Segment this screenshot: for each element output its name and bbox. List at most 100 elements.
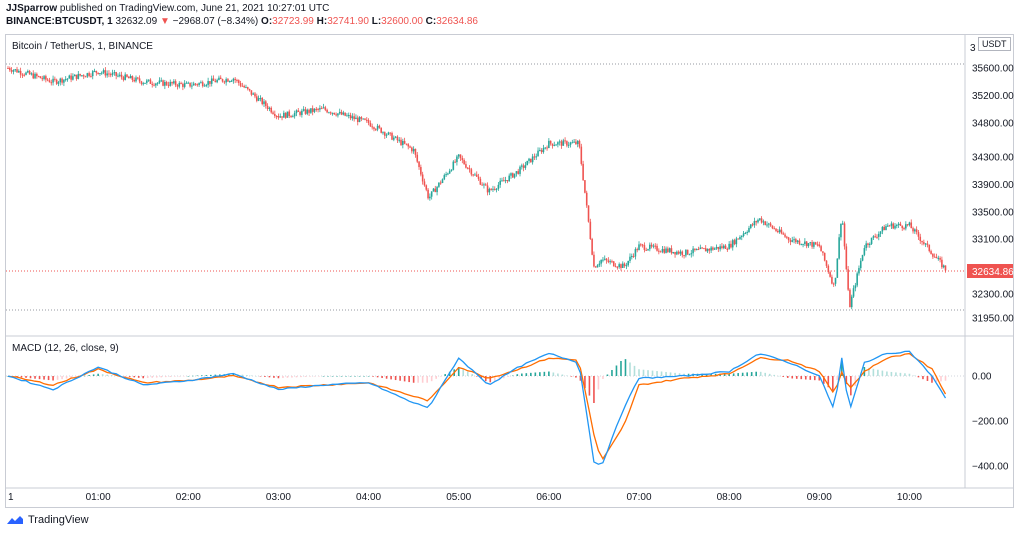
macd-histogram-bar — [570, 376, 573, 377]
candle-body — [768, 223, 770, 225]
candle-body — [290, 115, 292, 117]
candle-body — [472, 174, 474, 176]
candle-body — [813, 242, 815, 247]
candle-body — [466, 167, 469, 169]
candle-body — [64, 79, 67, 81]
candle-body — [676, 251, 678, 255]
candle-body — [191, 85, 193, 87]
candle-body — [367, 120, 370, 123]
candle-body — [939, 257, 941, 260]
macd-histogram-bar — [349, 376, 352, 377]
candle-body — [216, 79, 218, 83]
candle-body — [457, 154, 460, 157]
candle-body — [923, 242, 925, 244]
macd-histogram-bar — [435, 376, 437, 379]
candle-body — [883, 226, 885, 231]
macd-histogram-bar — [584, 376, 586, 389]
candle-body — [832, 283, 835, 285]
candle-body — [600, 259, 602, 264]
candle-body — [156, 82, 159, 84]
candle-body — [171, 81, 173, 84]
macd-histogram-bar — [228, 373, 230, 376]
macd-histogram-bar — [611, 370, 613, 376]
candle-body — [710, 247, 712, 251]
candle-body — [295, 110, 298, 114]
candle-body — [57, 82, 60, 84]
macd-histogram-bar — [836, 376, 839, 381]
currency-badge[interactable]: USDT — [978, 37, 1011, 51]
candle-body — [935, 256, 938, 259]
candle-body — [243, 86, 245, 88]
candle-body — [176, 85, 179, 87]
candle-body — [796, 240, 799, 243]
candle-body — [831, 276, 833, 284]
candle-body — [144, 82, 146, 84]
macd-histogram-bar — [219, 374, 221, 376]
candle-body — [625, 265, 628, 267]
candle-body — [551, 143, 554, 146]
candle-body — [255, 96, 258, 101]
candle-body — [468, 168, 471, 170]
candle-body — [207, 81, 209, 85]
candle-body — [510, 173, 512, 176]
time-axis[interactable]: 1 01:00 02:00 03:00 04:00 05:00 06:00 07:00 08:0… — [8, 492, 922, 503]
candle-body — [721, 246, 723, 249]
candle-body — [465, 164, 467, 168]
candle-body — [739, 236, 741, 240]
candle-body — [147, 79, 150, 81]
macd-histogram-bar — [539, 372, 541, 376]
candle-body — [605, 258, 608, 261]
price-axis[interactable]: 35600.00 35200.00 34800.00 34300.00 33900.00… — [972, 64, 1014, 325]
macd-histogram-bar — [20, 376, 23, 378]
time-tick-label: 05:00 — [446, 492, 471, 503]
candle-body — [403, 140, 406, 144]
candle-body — [450, 169, 453, 171]
candle-body — [814, 242, 817, 245]
candle-body — [380, 127, 382, 133]
candle-body — [863, 248, 866, 255]
macd-axis[interactable]: 0.00 −200.00 −400.00 — [972, 372, 1009, 473]
candle-body — [879, 231, 882, 234]
time-tick-label: 1 — [8, 492, 14, 503]
candle-body — [268, 107, 271, 109]
macd-histogram-bar — [399, 376, 401, 381]
candle-body — [838, 237, 840, 259]
candle-body — [881, 226, 884, 232]
macd-histogram-bar — [588, 376, 591, 396]
candle-body — [728, 243, 730, 250]
macd-histogram-bar — [133, 376, 136, 378]
candle-body — [528, 158, 530, 161]
candle-body — [140, 81, 143, 84]
candle-body — [553, 144, 556, 146]
macd-tick-label: −200.00 — [972, 417, 1009, 428]
candle-body — [84, 76, 87, 78]
candle-body — [789, 240, 792, 242]
candle-body — [461, 158, 464, 161]
author-name[interactable]: JJSparrow — [6, 3, 58, 14]
macd-histogram-bar — [786, 376, 789, 378]
candle-body — [439, 182, 442, 184]
candle-body — [275, 115, 278, 117]
candle-body — [28, 71, 31, 75]
candle-body — [54, 78, 56, 80]
candle-body — [284, 112, 287, 118]
candle-body — [512, 173, 514, 178]
candle-body — [239, 83, 242, 86]
candle-body — [872, 236, 875, 238]
candle-body — [21, 74, 24, 76]
change-arrow-icon: ▼ — [159, 16, 170, 27]
candle-body — [218, 77, 220, 80]
macd-histogram-bar — [872, 368, 875, 376]
candle-body — [192, 83, 195, 86]
candle-body — [849, 289, 851, 308]
footer-brand[interactable]: TradingView — [6, 514, 89, 526]
candle-body — [311, 108, 314, 112]
candle-body — [297, 110, 300, 112]
candle-body — [10, 70, 13, 72]
candle-body — [733, 240, 736, 245]
macd-histogram-bar — [552, 372, 555, 376]
candle-body — [580, 146, 583, 164]
candle-body — [823, 252, 826, 261]
candle-body — [304, 109, 307, 114]
